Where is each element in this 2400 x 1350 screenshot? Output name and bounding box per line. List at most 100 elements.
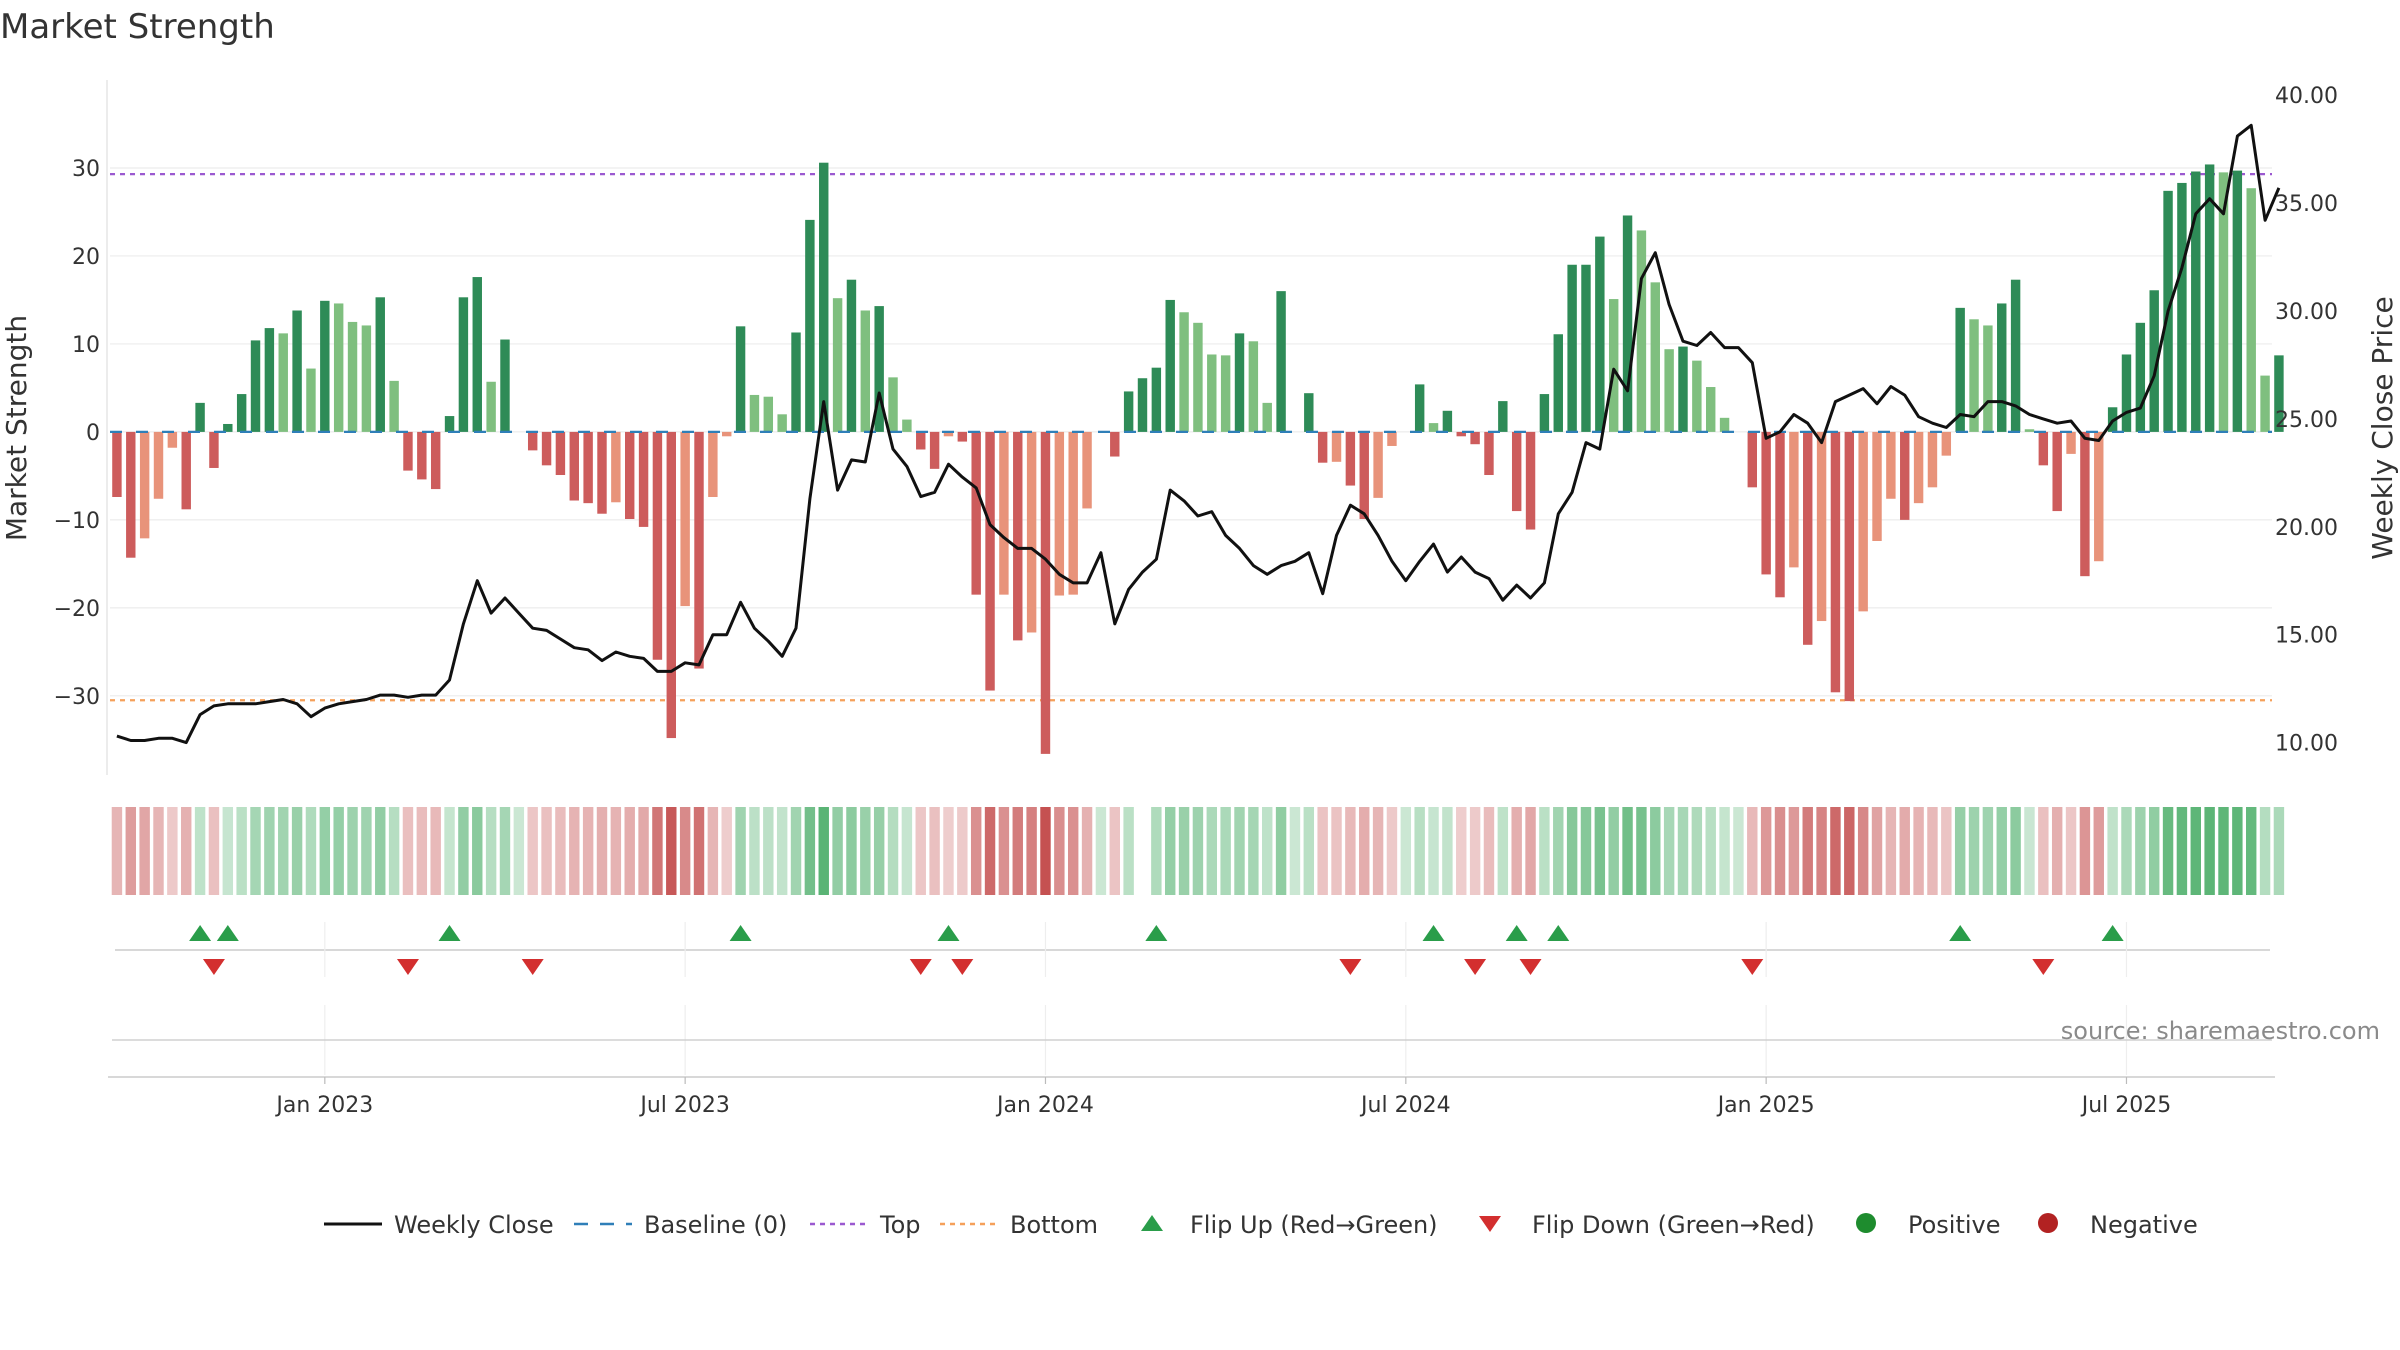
heat-cell <box>1913 807 1924 895</box>
flip-up-marker <box>189 925 212 941</box>
flip-down-marker <box>909 959 932 975</box>
heat-cell <box>860 807 871 895</box>
strength-bar <box>1317 431 1328 463</box>
heat-cell <box>1733 807 1744 895</box>
strength-bar <box>126 431 136 558</box>
x-tick-label: Jul 2023 <box>638 1093 730 1118</box>
heat-cell <box>1844 807 1855 895</box>
heat-cell <box>1553 807 1564 895</box>
strength-bar <box>292 310 302 432</box>
heat-cell <box>1178 807 1190 895</box>
strength-bar <box>2135 322 2146 432</box>
heat-cell <box>416 807 428 895</box>
flip-up-marker <box>438 925 461 941</box>
strength-bar <box>1331 431 1342 462</box>
x-tick-label: Jul 2025 <box>2080 1093 2172 1118</box>
strength-bar <box>347 321 358 432</box>
strength-bar <box>1553 334 1563 432</box>
strength-bar <box>735 326 746 432</box>
heat-cell <box>749 807 760 895</box>
strength-bar <box>1872 431 1882 541</box>
strength-bar <box>2052 431 2062 512</box>
left-tick-label: 10 <box>72 333 100 358</box>
strength-bar <box>1664 349 1674 432</box>
strength-bar <box>2260 375 2270 432</box>
strength-bar <box>583 431 593 504</box>
strength-bar <box>2149 290 2159 432</box>
flip-up-marker <box>216 925 239 941</box>
heat-cell <box>472 807 483 895</box>
heat-cell <box>402 807 414 895</box>
strength-bar <box>361 325 372 432</box>
strength-bar <box>2191 171 2201 432</box>
strength-bar <box>1248 341 1259 432</box>
strength-bar <box>1511 431 1522 512</box>
heat-cell <box>1067 807 1079 895</box>
heat-cell <box>763 807 774 895</box>
strength-bars <box>112 162 2284 754</box>
heat-cell <box>527 807 538 895</box>
heat-cell <box>1539 807 1550 895</box>
strength-bar <box>1151 367 1162 432</box>
left-tick-label: 30 <box>72 157 100 182</box>
heat-cell <box>887 807 899 895</box>
strength-bar <box>1040 431 1051 754</box>
strength-bar <box>611 431 621 503</box>
heat-cell <box>2121 807 2132 895</box>
summary-panel <box>108 1005 2275 1078</box>
strength-bar <box>1858 431 1868 612</box>
strength-bar <box>541 431 552 466</box>
heat-cell <box>624 807 635 895</box>
heat-cell <box>2162 807 2174 895</box>
heat-cell <box>1262 807 1273 895</box>
heat-cell <box>2107 807 2118 895</box>
strength-bar <box>749 394 760 432</box>
right-axis-label: Weekly Close Price <box>2366 296 2399 559</box>
heat-cell <box>596 807 608 895</box>
heat-cell <box>499 807 511 895</box>
strength-bar <box>1470 431 1480 445</box>
heat-cell <box>111 807 123 895</box>
heat-cell <box>208 807 220 895</box>
heat-cell <box>1220 807 1231 895</box>
strength-bar <box>846 279 857 432</box>
heat-cell <box>1012 807 1023 895</box>
strength-bar <box>652 431 663 660</box>
left-tick-label: 20 <box>72 245 100 270</box>
legend-negative-label: Negative <box>2090 1211 2198 1239</box>
heat-cell <box>1248 807 1259 895</box>
heat-cell <box>1636 807 1647 895</box>
heat-cell <box>361 807 372 895</box>
strength-bar <box>2274 355 2284 432</box>
strength-bar <box>1581 264 1591 432</box>
flip-up-marker <box>729 925 752 941</box>
heat-cell <box>1816 807 1827 895</box>
strength-bar <box>1428 423 1439 432</box>
strength-bar <box>860 310 871 432</box>
flip-up-marker <box>1949 925 1972 941</box>
heat-cell <box>846 807 857 895</box>
heat-cell <box>153 807 164 895</box>
strength-bar <box>722 431 732 437</box>
strength-bar <box>888 377 898 432</box>
heat-cell <box>1095 807 1107 895</box>
strength-bar <box>375 297 385 432</box>
heat-cell <box>804 807 816 895</box>
strength-bar <box>2094 431 2104 562</box>
reference-lines <box>110 173 2272 702</box>
heat-cell <box>1456 807 1467 895</box>
heat-cell <box>181 807 192 895</box>
heat-cell <box>1123 807 1134 895</box>
strength-bar <box>1913 431 1924 504</box>
heat-cell <box>1026 807 1037 895</box>
strength-bar <box>250 340 261 432</box>
heat-cell <box>2079 807 2091 895</box>
flip-down-marker <box>521 959 544 975</box>
strength-bar <box>153 431 164 499</box>
heat-cell <box>582 807 594 895</box>
strength-bar <box>999 431 1009 595</box>
heat-cell <box>610 807 622 895</box>
heat-cell <box>943 807 954 895</box>
heat-cell <box>776 807 788 895</box>
heat-cell <box>1442 807 1453 895</box>
